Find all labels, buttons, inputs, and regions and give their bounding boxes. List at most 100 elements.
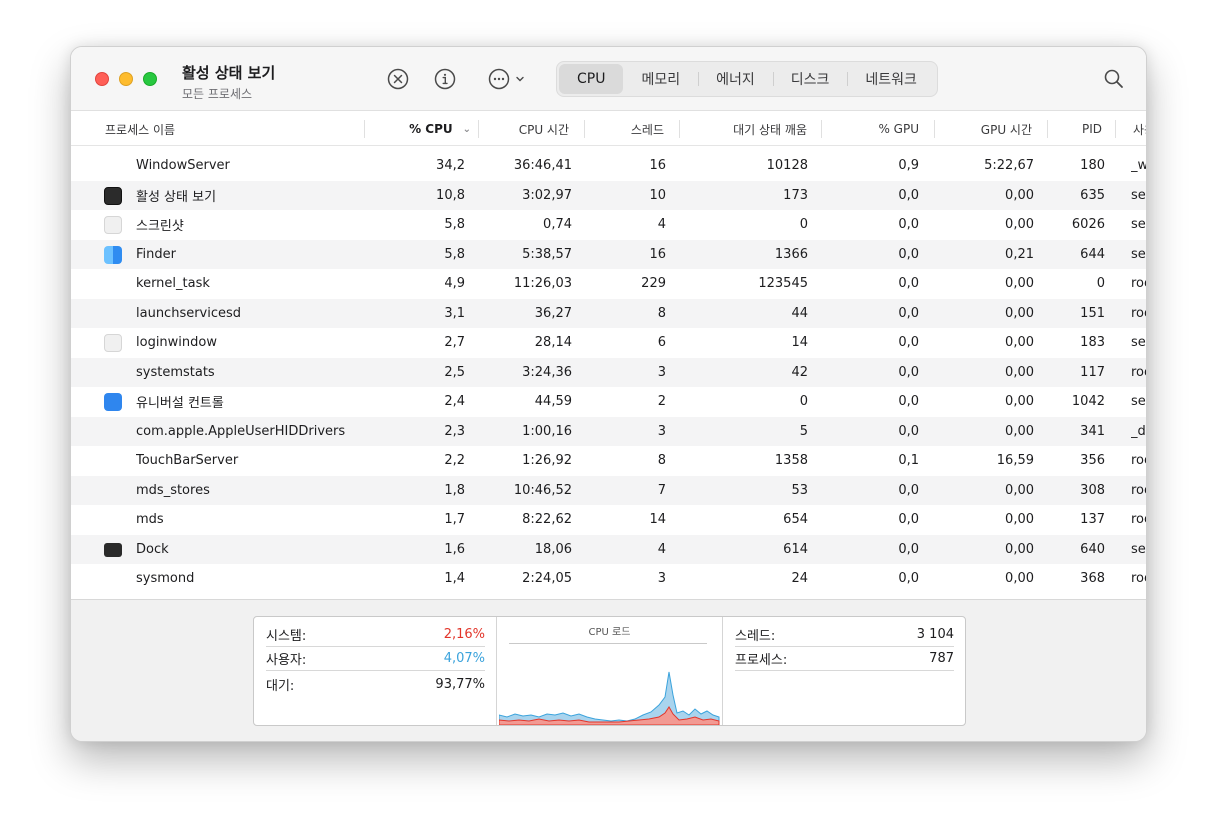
threads-label: 스레드: bbox=[735, 629, 776, 644]
system-load-area bbox=[499, 706, 720, 725]
column-header-idle-wakeups[interactable]: 대기 상태 깨움 bbox=[733, 122, 807, 137]
minimize-window-button[interactable] bbox=[119, 72, 133, 86]
cpu-time-cell: 2:24,05 bbox=[522, 571, 572, 587]
gpu-time-cell: 0,00 bbox=[1005, 394, 1034, 410]
inspect-process-button[interactable] bbox=[433, 67, 457, 91]
process-count-panel: 스레드: 3 104 프로세스: 787 bbox=[723, 617, 967, 725]
column-divider[interactable] bbox=[821, 120, 822, 138]
table-row[interactable]: WindowServer 34,2 36:46,41 16 10128 0,9 5:22,6… bbox=[71, 151, 1146, 181]
table-row[interactable]: mds 1,7 8:22,62 14 654 0,0 0,00 137 roo bbox=[71, 505, 1146, 535]
idle-wakeups-cell: 53 bbox=[791, 482, 808, 498]
idle-value: 93,77% bbox=[435, 676, 485, 692]
user-cell: ser bbox=[1131, 541, 1146, 557]
zoom-window-button[interactable] bbox=[143, 72, 157, 86]
table-row[interactable]: 유니버설 컨트롤 2,4 44,59 2 0 0,0 0,00 1042 ser bbox=[71, 387, 1146, 417]
user-cell: roo bbox=[1131, 276, 1146, 292]
user-cell: ser bbox=[1131, 217, 1146, 233]
tab-network[interactable]: 네트워크 bbox=[847, 64, 935, 94]
cpu-time-cell: 10:46,52 bbox=[513, 482, 572, 498]
idle-stat: 대기: 93,77% bbox=[266, 672, 485, 696]
column-divider[interactable] bbox=[584, 120, 585, 138]
gpu-percent-cell: 0,0 bbox=[898, 482, 919, 498]
table-row[interactable]: mds_stores 1,8 10:46,52 7 53 0,0 0,00 308 roo bbox=[71, 475, 1146, 505]
table-row[interactable]: launchservicesd 3,1 36,27 8 44 0,0 0,00 151 roo bbox=[71, 298, 1146, 328]
title-block: 활성 상태 보기 모든 프로세스 bbox=[182, 62, 275, 102]
cpu-percent-cell: 1,8 bbox=[444, 482, 465, 498]
idle-wakeups-cell: 5 bbox=[799, 423, 808, 439]
pid-cell: 644 bbox=[1080, 246, 1105, 262]
cpu-percent-cell: 2,2 bbox=[444, 453, 465, 469]
column-divider[interactable] bbox=[934, 120, 935, 138]
cpu-time-cell: 3:24,36 bbox=[522, 364, 572, 380]
search-button[interactable] bbox=[1102, 67, 1126, 91]
table-row[interactable]: com.apple.AppleUserHIDDrivers 2,3 1:00,16 3… bbox=[71, 416, 1146, 446]
window-subtitle[interactable]: 모든 프로세스 bbox=[182, 87, 253, 101]
column-divider[interactable] bbox=[1047, 120, 1048, 138]
table-row[interactable]: sysmond 1,4 2:24,05 3 24 0,0 0,00 368 roo bbox=[71, 564, 1146, 594]
process-name-cell: loginwindow bbox=[136, 335, 217, 351]
gpu-time-cell: 0,00 bbox=[1005, 217, 1034, 233]
table-row[interactable]: Dock 1,6 18,06 4 614 0,0 0,00 640 ser bbox=[71, 534, 1146, 564]
gpu-percent-cell: 0,0 bbox=[898, 335, 919, 351]
table-row[interactable]: TouchBarServer 2,2 1:26,92 8 1358 0,1 16,59 356… bbox=[71, 446, 1146, 476]
table-row[interactable]: systemstats 2,5 3:24,36 3 42 0,0 0,00 117 roo bbox=[71, 357, 1146, 387]
column-header-pid[interactable]: PID bbox=[1081, 122, 1102, 136]
gpu-time-cell: 0,00 bbox=[1005, 364, 1034, 380]
column-header-process-name[interactable]: 프로세스 이름 bbox=[105, 122, 176, 137]
gpu-time-cell: 0,00 bbox=[1005, 512, 1034, 528]
column-header-gpu-percent[interactable]: % GPU bbox=[878, 122, 919, 136]
column-header-threads[interactable]: 스레드 bbox=[630, 122, 664, 137]
column-divider[interactable] bbox=[364, 120, 365, 138]
cpu-time-cell: 36,27 bbox=[534, 305, 572, 321]
window-title: 활성 상태 보기 bbox=[182, 64, 276, 82]
cpu-time-cell: 8:22,62 bbox=[522, 512, 572, 528]
column-divider[interactable] bbox=[1115, 120, 1116, 138]
gpu-percent-cell: 0,9 bbox=[898, 158, 919, 174]
user-load-area bbox=[499, 671, 720, 725]
gpu-percent-cell: 0,1 bbox=[898, 453, 919, 469]
pid-cell: 308 bbox=[1080, 482, 1105, 498]
table-row[interactable]: loginwindow 2,7 28,14 6 14 0,0 0,00 183 ser bbox=[71, 328, 1146, 358]
stop-process-button[interactable] bbox=[386, 67, 410, 91]
cpu-percent-cell: 5,8 bbox=[444, 246, 465, 262]
idle-wakeups-cell: 10128 bbox=[766, 158, 808, 174]
cpu-time-cell: 36:46,41 bbox=[513, 158, 572, 174]
info-circle-icon bbox=[434, 68, 456, 90]
pid-cell: 341 bbox=[1080, 423, 1105, 439]
tab-disk[interactable]: 디스크 bbox=[772, 64, 848, 94]
column-header-cpu-percent[interactable]: % CPU ⌄ bbox=[371, 112, 471, 146]
column-divider[interactable] bbox=[679, 120, 680, 138]
process-name-cell: TouchBarServer bbox=[136, 453, 239, 469]
idle-wakeups-cell: 24 bbox=[791, 571, 808, 587]
process-name-cell: launchservicesd bbox=[136, 305, 242, 321]
table-row[interactable]: Finder 5,8 5:38,57 16 1366 0,0 0,21 644 ser bbox=[71, 239, 1146, 269]
view-tabs: CPU 메모리 에너지 디스크 네트워크 bbox=[556, 61, 938, 97]
user-cell: roo bbox=[1131, 453, 1146, 469]
more-actions-button[interactable] bbox=[483, 67, 529, 91]
process-name-cell: Finder bbox=[136, 246, 176, 262]
table-row[interactable]: 활성 상태 보기 10,8 3:02,97 10 173 0,0 0,00 635 ser bbox=[71, 180, 1146, 210]
user-cell: _dr bbox=[1131, 423, 1146, 439]
threads-cell: 3 bbox=[657, 364, 666, 380]
gpu-time-cell: 0,21 bbox=[1005, 246, 1034, 262]
cpu-percent-cell: 34,2 bbox=[436, 158, 465, 174]
column-header-user[interactable]: 사용자 bbox=[1133, 122, 1146, 137]
user-cell: ser bbox=[1131, 246, 1146, 262]
user-cell: roo bbox=[1131, 571, 1146, 587]
close-window-button[interactable] bbox=[95, 72, 109, 86]
tab-memory[interactable]: 메모리 bbox=[641, 72, 681, 88]
process-name-cell: 유니버설 컨트롤 bbox=[136, 396, 224, 412]
table-row[interactable]: kernel_task 4,9 11:26,03 229 123545 0,0 0,00 0 r… bbox=[71, 269, 1146, 299]
process-name-cell: 스크린샷 bbox=[136, 219, 184, 235]
tab-cpu[interactable]: CPU bbox=[559, 64, 624, 94]
pid-cell: 356 bbox=[1080, 453, 1105, 469]
pid-cell: 183 bbox=[1080, 335, 1105, 351]
user-cell: _w bbox=[1131, 158, 1147, 174]
column-header-gpu-time[interactable]: GPU 시간 bbox=[980, 122, 1032, 137]
column-divider[interactable] bbox=[478, 120, 479, 138]
activity-monitor-icon bbox=[104, 186, 122, 205]
table-row[interactable]: 스크린샷 5,8 0,74 4 0 0,0 0,00 6026 ser bbox=[71, 210, 1146, 240]
column-header-cpu-time[interactable]: CPU 시간 bbox=[518, 122, 569, 137]
user-cell: roo bbox=[1131, 482, 1146, 498]
tab-energy[interactable]: 에너지 bbox=[698, 64, 773, 94]
